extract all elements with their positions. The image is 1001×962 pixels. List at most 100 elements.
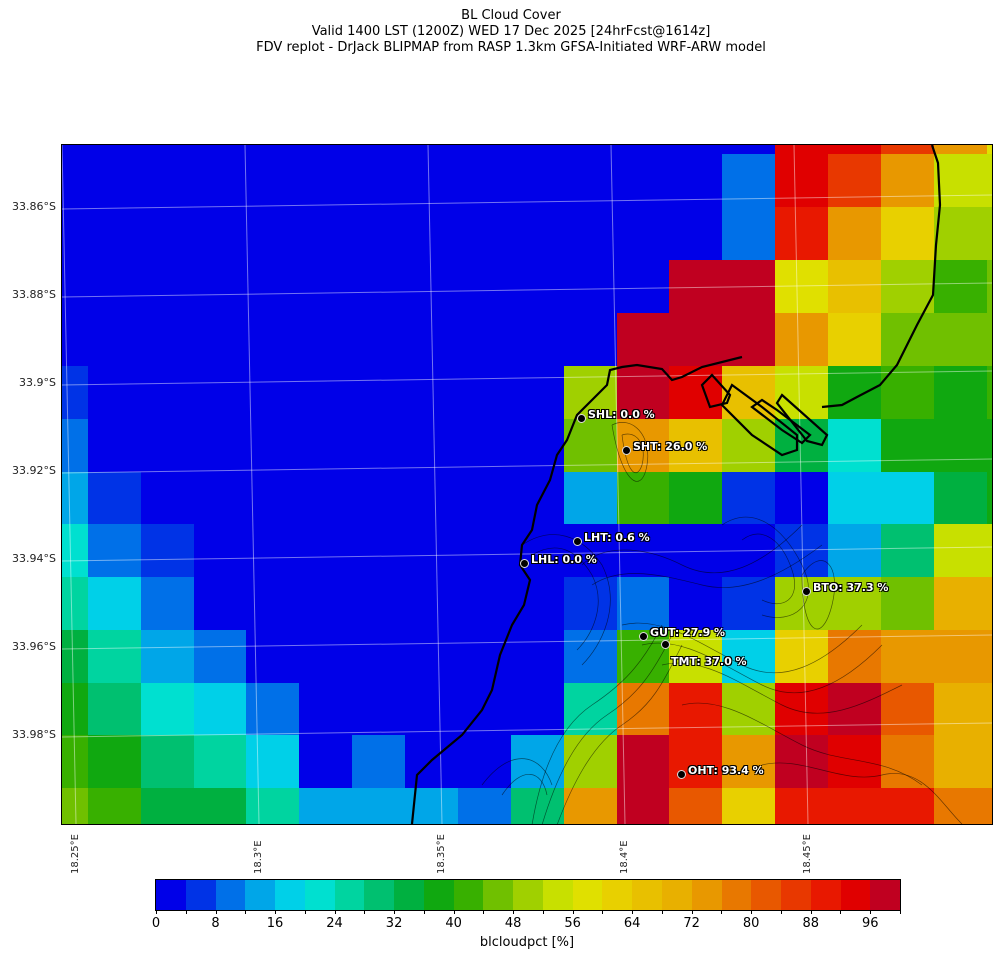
colorbar-tick (156, 910, 157, 914)
heatmap-cell (775, 207, 828, 260)
colorbar-segment (632, 880, 663, 910)
heatmap-cell (62, 366, 88, 419)
heatmap-cell (669, 524, 722, 577)
heatmap-cell (564, 313, 617, 366)
colorbar-segment (840, 880, 871, 910)
heatmap-cell (88, 577, 141, 630)
heatmap-cell (88, 260, 141, 313)
heatmap-cell (141, 683, 194, 735)
colorbar-segment (364, 880, 395, 910)
colorbar-segment (810, 880, 841, 910)
heatmap-cell (881, 524, 934, 577)
heatmap-cell (352, 788, 405, 824)
heatmap-cell (405, 313, 458, 366)
heatmap-cell (511, 788, 564, 824)
colorbar-tick (334, 910, 336, 914)
heatmap-cell (246, 788, 299, 824)
heatmap-cell (511, 683, 564, 735)
station-label: TMT: 37.0 % (671, 655, 747, 668)
heatmap-cell (828, 524, 881, 577)
lat-tick-label: 33.88°S (12, 288, 56, 301)
heatmap-cell (352, 524, 405, 577)
heatmap-cell (564, 207, 617, 260)
colorbar-tick (602, 910, 604, 914)
colorbar-tick (453, 910, 455, 914)
heatmap-cell (194, 419, 246, 472)
station-label: SHT: 26.0 % (633, 440, 708, 453)
heatmap-cell (987, 419, 992, 472)
heatmap-cell (194, 472, 246, 524)
colorbar-tick-label: 8 (211, 916, 220, 931)
heatmap-cell (564, 788, 617, 824)
heatmap-cell (511, 260, 564, 313)
heatmap-cell (458, 735, 511, 788)
heatmap-cell (775, 313, 828, 366)
heatmap-cell (405, 145, 458, 154)
heatmap-cell (194, 154, 246, 207)
colorbar-tick (364, 910, 366, 914)
heatmap-cell (458, 260, 511, 313)
station-label: SHL: 0.0 % (588, 408, 655, 421)
heatmap-cell (246, 313, 299, 366)
heatmap-cell (62, 524, 88, 577)
heatmap-cell (352, 683, 405, 735)
heatmap-cell (246, 683, 299, 735)
heatmap-cell (246, 472, 299, 524)
heatmap-cell (722, 735, 775, 788)
heatmap-cell (722, 524, 775, 577)
heatmap-cell (299, 472, 352, 524)
heatmap-cell (141, 524, 194, 577)
heatmap-cell (987, 683, 992, 735)
heatmap-cell (511, 207, 564, 260)
heatmap-cell (987, 735, 992, 788)
heatmap-cell (722, 313, 775, 366)
heatmap-cell (405, 577, 458, 630)
heatmap-cell (881, 145, 934, 154)
station-dot (639, 632, 648, 641)
heatmap-cell (458, 313, 511, 366)
heatmap-cell (669, 145, 722, 154)
heatmap-cell (722, 207, 775, 260)
heatmap-cell (987, 524, 992, 577)
heatmap-cell (246, 630, 299, 683)
heatmap-cell (88, 788, 141, 824)
heatmap-cell (934, 524, 987, 577)
heatmap-cell (511, 630, 564, 683)
heatmap-cell (617, 577, 669, 630)
heatmap-cell (722, 145, 775, 154)
heatmap-cell (458, 788, 511, 824)
heatmap-cell (617, 419, 669, 472)
station-dot (622, 446, 631, 455)
heatmap-cell (405, 207, 458, 260)
heatmap-cell (934, 313, 987, 366)
colorbar-tick (870, 910, 872, 914)
heatmap-cell (828, 207, 881, 260)
colorbar-tick (721, 910, 723, 914)
heatmap-cell (775, 524, 828, 577)
colorbar-segment (513, 880, 543, 910)
heatmap-cell (987, 630, 992, 683)
heatmap-cell (722, 630, 775, 683)
heatmap-cell (246, 154, 299, 207)
heatmap-cell (828, 313, 881, 366)
heatmap-cell (141, 577, 194, 630)
lat-tick-label: 33.98°S (12, 728, 56, 741)
heatmap-cell (722, 788, 775, 824)
chart-valid-time: Valid 1400 LST (1200Z) WED 17 Dec 2025 [… (311, 24, 711, 39)
heatmap-cell (669, 577, 722, 630)
colorbar-title: blcloudpct [%] (479, 935, 575, 950)
heatmap-cell (775, 788, 828, 824)
heatmap-cell (669, 735, 722, 788)
heatmap-cell (987, 154, 992, 207)
heatmap-cell (141, 788, 194, 824)
heatmap-cell (934, 145, 987, 154)
colorbar-tick (275, 910, 277, 914)
colorbar-tick-label: 24 (326, 916, 343, 931)
lon-tick-label: 18.45°E (802, 834, 813, 874)
colorbar-tick-label: 80 (742, 916, 760, 931)
heatmap-cell (458, 524, 511, 577)
heatmap-cell (775, 630, 828, 683)
heatmap-cell (617, 366, 669, 419)
heatmap-cell (299, 366, 352, 419)
heatmap-cell (881, 788, 934, 824)
